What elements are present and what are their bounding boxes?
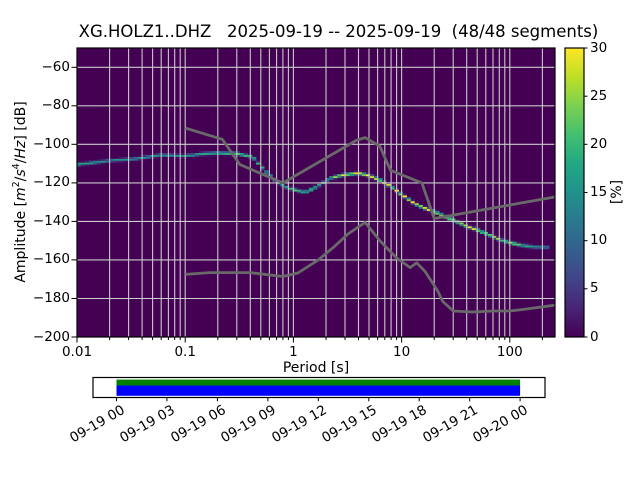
colorbar-gradient xyxy=(565,48,584,337)
x-axis-label: Period [s] xyxy=(282,360,350,376)
timeline-coverage-bottom xyxy=(116,385,521,396)
colorbar-tick-label: 30 xyxy=(590,39,608,56)
colorbar-tick-label: 10 xyxy=(590,232,608,249)
colorbar-tick-label: 5 xyxy=(590,280,599,297)
x-tick-label: 0.01 xyxy=(61,344,93,360)
noise-model-curves xyxy=(184,126,555,314)
plot-title: XG.HOLZ1..DHZ 2025-09-19 -- 2025-09-19 (… xyxy=(78,22,599,41)
colorbar-tick-label: 0 xyxy=(590,328,599,345)
axis-ticks xyxy=(71,47,588,343)
grid-lines xyxy=(76,48,555,337)
y-label-s-exp: 4 xyxy=(11,163,23,170)
y-tick-label: −100 xyxy=(32,135,70,152)
high-noise-model-curve xyxy=(184,126,555,220)
y-tick-label: −120 xyxy=(32,174,70,191)
plot-spine xyxy=(76,47,556,338)
x-tick-label: 10 xyxy=(393,344,411,360)
x-tick-label: 100 xyxy=(496,344,523,360)
y-tick-label: −140 xyxy=(32,212,70,229)
x-tick-label: 1 xyxy=(289,344,298,360)
colorbar-tick-label: 25 xyxy=(590,87,608,104)
y-tick-label: −80 xyxy=(41,97,71,114)
y-tick-label: −200 xyxy=(32,328,70,345)
y-tick-label: −60 xyxy=(41,58,71,75)
colorbar-tick-label: 20 xyxy=(590,135,608,152)
timeline-ticks xyxy=(116,397,521,402)
timeline-coverage-top xyxy=(116,379,521,386)
y-tick-label: −180 xyxy=(32,290,70,306)
x-tick-label: 0.1 xyxy=(174,344,196,360)
colorbar-tick-label: 15 xyxy=(590,184,608,200)
low-noise-model-curve xyxy=(185,221,555,314)
plot-background xyxy=(77,48,555,337)
colorbar-spine xyxy=(564,47,585,338)
y-tick-label: −160 xyxy=(32,251,70,268)
y-label-slash2: / xyxy=(12,158,29,164)
